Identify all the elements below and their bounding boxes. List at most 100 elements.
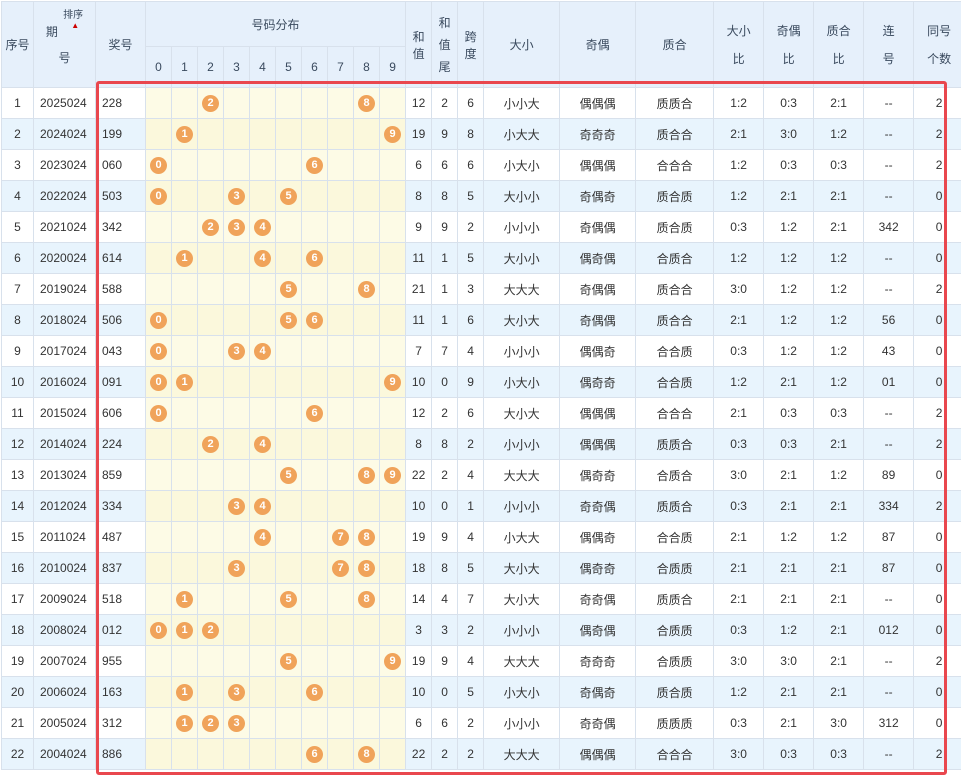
digit-ball: 1 [176, 714, 193, 732]
cell-seq: 5 [1, 211, 34, 243]
cell-digit-7 [327, 676, 354, 708]
cell-period: 2012024 [33, 490, 96, 522]
header-consecutive: 连号 [863, 1, 915, 88]
cell-digit-1: 1 [171, 366, 198, 398]
table-row: 11 2015024 606 0 6 12 2 6 大小大 偶偶偶 合合合 2:1 0:3 0:3 -- 2 [1, 397, 961, 429]
cell-digit-8 [353, 645, 380, 677]
table-row: 18 2008024 012 0 1 2 3 3 2 小小小 偶奇偶 合质质 0:3 1:2 2:1 012 0 [1, 614, 961, 646]
cell-digit-6 [301, 521, 328, 553]
cell-digit-8: 8 [353, 459, 380, 491]
cell-digit-6: 6 [301, 397, 328, 429]
cell-digit-3: 3 [223, 707, 250, 739]
cell-same-count: 2 [913, 273, 961, 305]
cell-span: 5 [457, 180, 485, 212]
cell-prime-composite: 合合合 [635, 738, 715, 770]
cell-sum: 11 [405, 304, 433, 336]
cell-span: 6 [457, 149, 485, 181]
cell-period: 2017024 [33, 335, 96, 367]
cell-sum-tail: 9 [431, 521, 459, 553]
cell-sum: 19 [405, 521, 433, 553]
header-period: 期 排序 ▲ 号 [33, 1, 96, 88]
cell-digit-8: 8 [353, 273, 380, 305]
cell-prime-composite-ratio: 2:1 [813, 583, 865, 615]
cell-prime-composite: 质合质 [635, 180, 715, 212]
cell-digit-2 [197, 521, 224, 553]
cell-period: 2023024 [33, 149, 96, 181]
cell-prime-composite: 合质质 [635, 552, 715, 584]
cell-sum-tail: 9 [431, 211, 459, 243]
cell-sum: 6 [405, 149, 433, 181]
cell-sum-tail: 9 [431, 645, 459, 677]
cell-digit-4 [249, 738, 276, 770]
cell-seq: 18 [1, 614, 34, 646]
cell-sum: 9 [405, 211, 433, 243]
cell-digit-3 [223, 304, 250, 336]
cell-odd-even-ratio: 0:3 [763, 397, 815, 429]
sort-button[interactable]: 排序 ▲ [63, 9, 84, 30]
cell-digit-8 [353, 428, 380, 460]
cell-prime-composite-ratio: 1:2 [813, 335, 865, 367]
header-digit-9: 9 [378, 46, 407, 88]
cell-digit-0 [145, 459, 172, 491]
cell-big-small: 大小小 [483, 242, 561, 274]
cell-digit-9 [378, 490, 407, 522]
cell-prime-composite: 质合合 [635, 118, 715, 150]
header-same-count: 同号 个数 [913, 1, 961, 88]
cell-digit-1 [171, 304, 198, 336]
cell-digit-4 [249, 459, 276, 491]
header-digit-7: 7 [327, 46, 354, 88]
cell-prime-composite: 质质合 [635, 490, 715, 522]
digit-ball: 2 [202, 621, 219, 639]
cell-digit-4 [249, 676, 276, 708]
cell-digit-6 [301, 273, 328, 305]
table-row: 17 2009024 518 1 5 8 14 4 7 大小大 奇奇偶 质质合 2:1 2:1 2:1 -- 0 [1, 583, 961, 615]
cell-prime-composite-ratio: 0:3 [813, 149, 865, 181]
cell-digit-9 [378, 180, 407, 212]
cell-prize: 955 [95, 645, 146, 677]
cell-odd-even: 偶奇偶 [559, 614, 637, 646]
table-row: 2 2024024 199 1 9 19 9 8 小大大 奇奇奇 质合合 2:1 3:0 1:2 -- 2 [1, 118, 961, 150]
cell-same-count: 2 [913, 428, 961, 460]
cell-digit-2 [197, 366, 224, 398]
cell-period: 2025024 [33, 87, 96, 119]
cell-seq: 9 [1, 335, 34, 367]
cell-prize: 224 [95, 428, 146, 460]
cell-big-small: 小小小 [483, 490, 561, 522]
cell-big-small: 小大大 [483, 118, 561, 150]
table-row: 6 2020024 614 1 4 6 11 1 5 大小小 偶奇偶 合质合 1:2 1:2 1:2 -- 0 [1, 242, 961, 274]
cell-prime-composite-ratio: 2:1 [813, 552, 865, 584]
cell-consecutive: -- [863, 645, 915, 677]
cell-span: 9 [457, 366, 485, 398]
cell-prize: 606 [95, 397, 146, 429]
cell-odd-even-ratio: 1:2 [763, 335, 815, 367]
cell-big-small: 小小小 [483, 211, 561, 243]
cell-big-small: 大小大 [483, 583, 561, 615]
cell-digit-5 [275, 242, 302, 274]
cell-digit-3 [223, 614, 250, 646]
digit-ball: 9 [384, 125, 402, 143]
cell-sum: 3 [405, 614, 433, 646]
cell-odd-even: 奇偶偶 [559, 273, 637, 305]
cell-digit-7 [327, 335, 354, 367]
cell-prime-composite-ratio: 1:2 [813, 366, 865, 398]
digit-ball: 1 [176, 125, 193, 143]
cell-odd-even-ratio: 2:1 [763, 583, 815, 615]
cell-digit-8: 8 [353, 87, 380, 119]
cell-digit-6: 6 [301, 738, 328, 770]
cell-digit-9 [378, 149, 407, 181]
cell-prime-composite: 合合质 [635, 335, 715, 367]
cell-big-small-ratio: 2:1 [713, 304, 765, 336]
cell-odd-even: 奇偶偶 [559, 211, 637, 243]
cell-same-count: 2 [913, 397, 961, 429]
cell-odd-even-ratio: 1:2 [763, 521, 815, 553]
digit-ball: 1 [176, 590, 193, 608]
cell-digit-1: 1 [171, 583, 198, 615]
cell-digit-9 [378, 676, 407, 708]
cell-digit-8 [353, 211, 380, 243]
cell-consecutive: -- [863, 676, 915, 708]
cell-digit-1 [171, 87, 198, 119]
cell-digit-8 [353, 180, 380, 212]
table-row: 22 2004024 886 6 8 22 2 2 大大大 偶偶偶 合合合 3:0 0:3 0:3 -- 2 [1, 738, 961, 770]
cell-digit-8 [353, 397, 380, 429]
cell-digit-1 [171, 397, 198, 429]
